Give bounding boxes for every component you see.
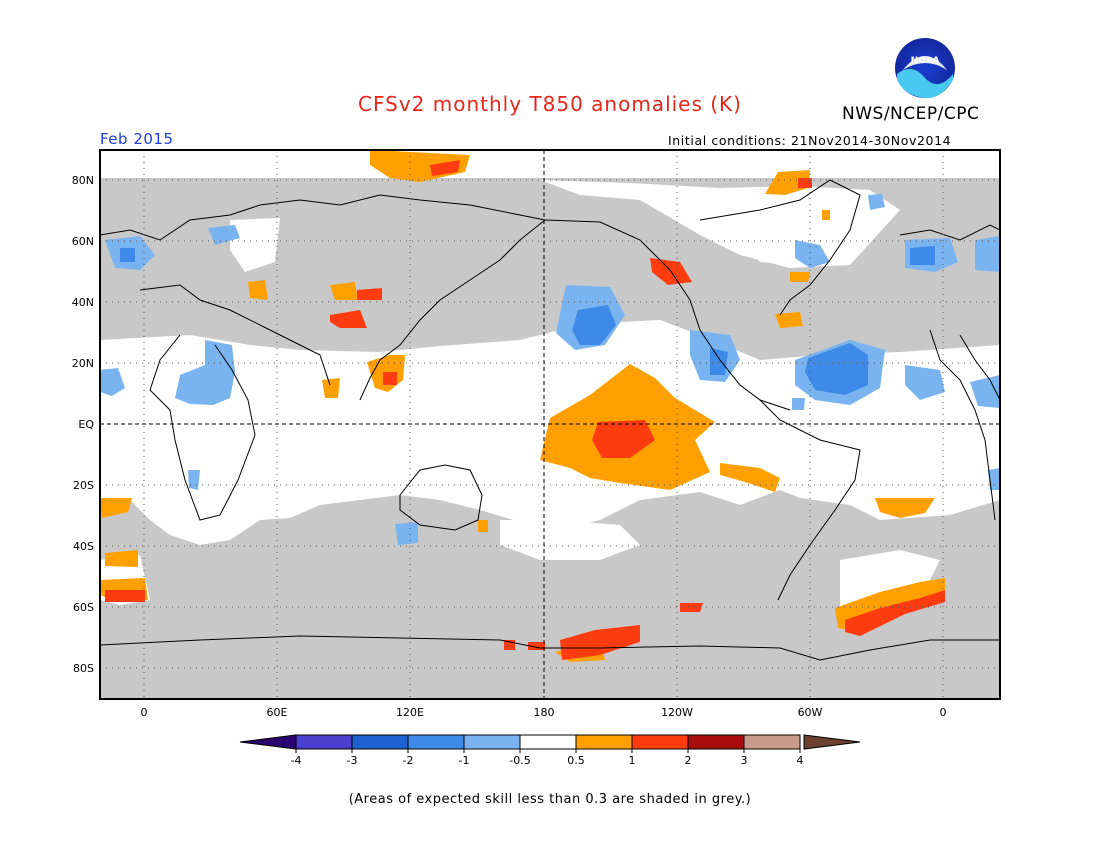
lon-label: 0: [940, 706, 947, 719]
agency-label: NWS/NCEP/CPC: [842, 104, 980, 124]
colorbar-swatch: [295, 734, 353, 750]
colorbar-low-end: [239, 734, 297, 750]
lon-label: 60E: [267, 706, 288, 719]
colorbar-swatch: [351, 734, 409, 750]
colorbar-swatch: [519, 734, 577, 750]
colorbar-tick-label: 4: [797, 754, 804, 767]
lat-label: 40S: [73, 540, 94, 553]
colorbar-high-end: [803, 734, 861, 750]
lon-label: 120E: [396, 706, 424, 719]
skill-footnote: (Areas of expected skill less than 0.3 a…: [348, 792, 752, 807]
lat-label: 20S: [73, 479, 94, 492]
lat-label: 20N: [72, 357, 94, 370]
lat-label: 60S: [73, 601, 94, 614]
colorbar-tick-label: -1: [459, 754, 470, 767]
colorbar-tick-label: -3: [347, 754, 358, 767]
colorbar-tick-label: 0.5: [567, 754, 585, 767]
lat-label: 80N: [72, 174, 94, 187]
colorbar-swatch: [407, 734, 465, 750]
map-panel: [100, 150, 1000, 699]
logo-text: NOAA: [911, 56, 940, 66]
colorbar: -4 -3 -2 -1 -0.5 0.5 1 2 3 4: [239, 734, 861, 767]
lon-label: 120W: [661, 706, 693, 719]
colorbar-swatch: [631, 734, 689, 750]
initial-conditions-label: Initial conditions: 21Nov2014-30Nov2014: [668, 133, 952, 148]
lat-label: 60N: [72, 235, 94, 248]
anomaly-map-figure: NOAA: [72, 38, 1001, 767]
colorbar-swatch: [687, 734, 745, 750]
cold-anomaly-mid: [120, 246, 935, 395]
lon-label: 180: [534, 706, 555, 719]
colorbar-tick-label: 1: [629, 754, 636, 767]
colorbar-tick-label: -0.5: [509, 754, 530, 767]
lat-label: EQ: [78, 418, 94, 431]
map-reference-lines: [100, 150, 1000, 699]
lon-label: 0: [141, 706, 148, 719]
colorbar-swatch: [743, 734, 801, 750]
colorbar-swatch: [575, 734, 633, 750]
lon-label: 60W: [798, 706, 823, 719]
colorbar-swatch: [463, 734, 521, 750]
latitude-axis: 80N 60N 40N 20N EQ 20S 40S 60S 80S: [72, 174, 95, 675]
coastlines: [100, 179, 1000, 661]
map-frame: [99, 149, 1001, 700]
colorbar-tick-label: 3: [741, 754, 748, 767]
map-title: CFSv2 monthly T850 anomalies (K): [358, 92, 742, 116]
colorbar-tick-label: 2: [685, 754, 692, 767]
lat-label: 40N: [72, 296, 94, 309]
noaa-logo: NOAA: [895, 38, 955, 99]
lat-label: 80S: [73, 662, 94, 675]
valid-month-label: Feb 2015: [100, 130, 174, 148]
map-grid: [100, 150, 1000, 699]
colorbar-tick-label: -4: [291, 754, 302, 767]
longitude-axis: 0 60E 120E 180 120W 60W 0: [141, 706, 947, 719]
colorbar-tick-label: -2: [403, 754, 414, 767]
